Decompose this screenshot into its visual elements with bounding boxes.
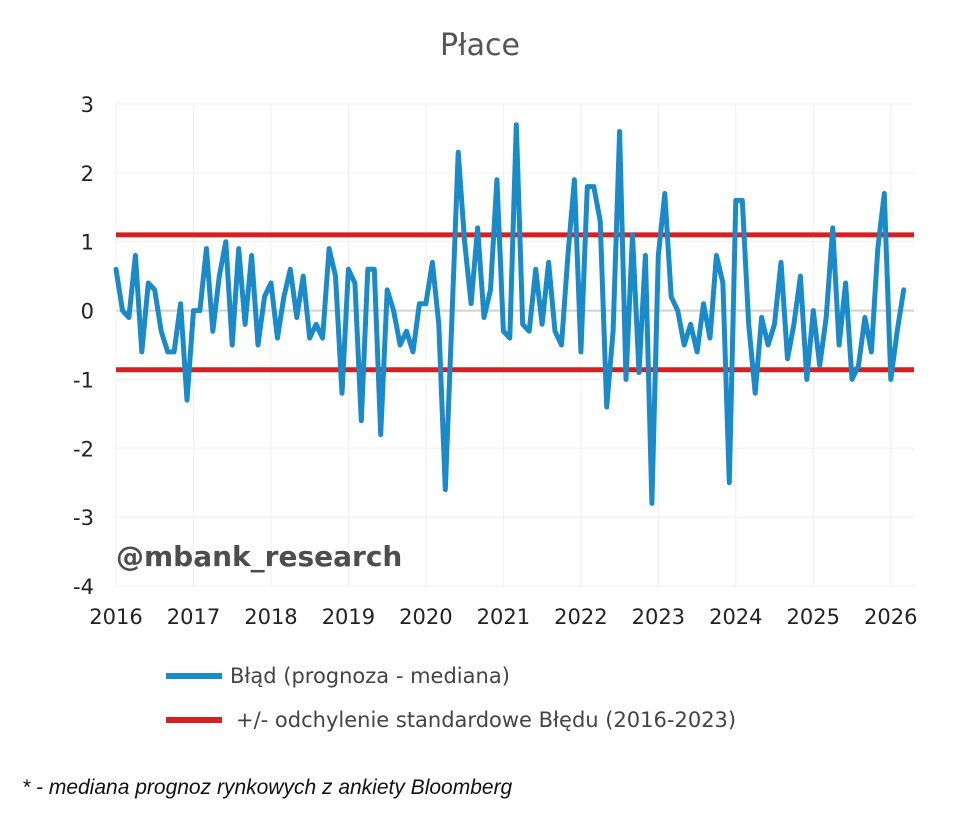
y-tick-label: -2	[73, 437, 94, 461]
x-tick-label: 2021	[477, 605, 530, 629]
x-axis-tick-labels: 2016 2017 2018 2019 2020 2021 2022 2023 2024 2025…	[89, 605, 917, 629]
x-tick-label: 2022	[554, 605, 607, 629]
y-axis-tick-labels: 3 2 1 0 -1 -2 -3 -4	[73, 93, 94, 599]
y-tick-label: -3	[73, 506, 94, 530]
x-tick-label: 2016	[89, 605, 142, 629]
chart-title: Płace	[440, 28, 520, 63]
legend-label-std-dev: +/- odchylenie standardowe Błędu (2016-2…	[236, 708, 736, 732]
legend-label-error: Błąd (prognoza - mediana)	[230, 664, 510, 688]
footnote: * - mediana prognoz rynkowych z ankiety …	[22, 776, 513, 799]
x-tick-label: 2023	[632, 605, 685, 629]
y-tick-label: 1	[81, 231, 94, 255]
grid	[115, 103, 914, 587]
y-tick-label: -4	[73, 575, 94, 599]
x-tick-label: 2025	[787, 605, 840, 629]
x-tick-label: 2018	[244, 605, 297, 629]
x-tick-label: 2017	[167, 605, 220, 629]
x-tick-label: 2020	[399, 605, 452, 629]
x-tick-label: 2026	[864, 605, 917, 629]
watermark: @mbank_research	[116, 540, 402, 573]
error-series-line	[113, 122, 907, 506]
x-tick-label: 2024	[709, 605, 762, 629]
y-tick-label: -1	[73, 368, 94, 392]
legend: Błąd (prognoza - mediana) +/- odchylenie…	[166, 664, 736, 732]
y-tick-label: 3	[81, 93, 94, 117]
y-tick-label: 0	[81, 300, 94, 324]
x-tick-label: 2019	[322, 605, 375, 629]
y-tick-label: 2	[81, 162, 94, 186]
